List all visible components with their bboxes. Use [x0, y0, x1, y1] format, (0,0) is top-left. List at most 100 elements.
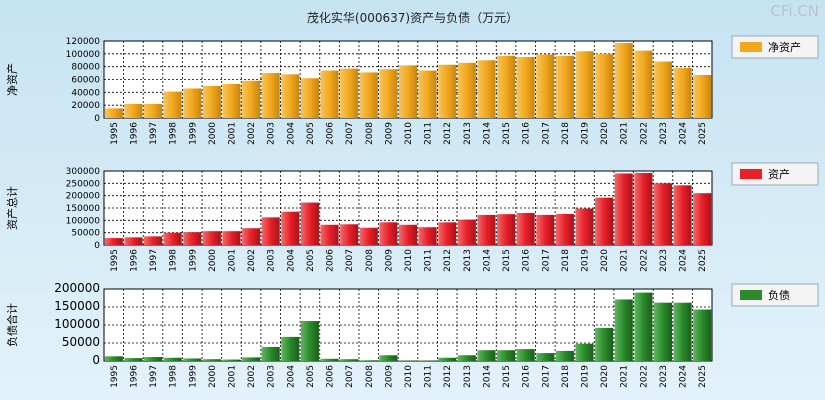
x-tick-label: 1999 [188, 365, 198, 388]
x-tick-label: 2021 [620, 122, 630, 145]
bar-2017 [536, 353, 555, 361]
x-tick-label: 2022 [639, 365, 649, 388]
y-axis-label: 净资产 [5, 63, 19, 96]
x-tick-label: 2011 [424, 365, 434, 388]
bar-2014 [477, 214, 496, 245]
x-tick-label: 2009 [384, 122, 394, 145]
bar-2022 [634, 292, 653, 361]
legend-label: 净资产 [768, 40, 801, 54]
bar-2024 [673, 302, 692, 361]
x-tick-label: 2005 [306, 365, 316, 388]
y-tick-label: 100000 [66, 216, 101, 226]
legend-swatch [740, 290, 762, 300]
y-tick-label: 300000 [66, 167, 101, 177]
x-tick-label: 2022 [639, 122, 649, 145]
bar-1996 [124, 103, 143, 118]
x-tick-label: 2000 [208, 249, 218, 272]
x-tick-label: 2013 [463, 365, 473, 388]
x-tick-label: 2006 [326, 122, 336, 145]
bar-2013 [457, 62, 476, 118]
bar-2020 [595, 53, 614, 119]
x-tick-label: 2011 [424, 122, 434, 145]
bar-2005 [300, 202, 319, 245]
x-tick-label: 1995 [110, 249, 120, 272]
x-tick-label: 2010 [404, 122, 414, 145]
bar-1995 [104, 356, 123, 361]
y-tick-label: 0 [94, 241, 100, 251]
x-tick-label: 1995 [110, 365, 120, 388]
bar-2007 [340, 68, 359, 118]
bar-2010 [398, 224, 418, 245]
y-tick-label: 150000 [66, 204, 101, 214]
legend-swatch [740, 169, 762, 179]
bar-2017 [536, 54, 555, 118]
bar-2021 [614, 173, 633, 245]
x-tick-label: 2004 [286, 249, 296, 272]
bar-2001 [222, 231, 241, 245]
x-tick-label: 2024 [679, 122, 689, 145]
x-tick-label: 2012 [443, 122, 453, 145]
x-tick-label: 2019 [581, 122, 591, 145]
bar-2023 [653, 61, 672, 118]
x-tick-label: 2020 [600, 249, 610, 272]
bar-1998 [163, 357, 182, 361]
bar-2023 [653, 183, 672, 245]
x-tick-label: 2018 [561, 122, 571, 145]
x-tick-label: 2008 [365, 122, 375, 145]
bar-2015 [497, 350, 516, 361]
x-tick-label: 2012 [443, 365, 453, 388]
bar-2020 [595, 197, 614, 245]
x-tick-label: 2024 [679, 365, 689, 388]
y-axis-label: 资产总计 [5, 186, 19, 230]
bar-1998 [163, 232, 182, 245]
bar-1998 [163, 91, 182, 118]
x-tick-label: 2012 [443, 249, 453, 272]
bar-1995 [104, 108, 123, 118]
x-tick-label: 2019 [581, 249, 591, 272]
x-tick-label: 1996 [129, 365, 139, 388]
x-tick-label: 2015 [502, 122, 512, 145]
y-tick-label: 200000 [54, 281, 100, 295]
x-tick-label: 2020 [600, 365, 610, 388]
x-tick-label: 2023 [659, 365, 669, 388]
bar-2008 [359, 360, 378, 361]
legend-box [731, 162, 819, 186]
bar-2012 [438, 222, 457, 245]
legend-swatch [740, 42, 762, 52]
bar-1999 [183, 88, 202, 118]
bar-1997 [144, 357, 163, 361]
x-tick-label: 2015 [502, 249, 512, 272]
bar-2012 [438, 64, 457, 118]
x-tick-label: 2001 [227, 122, 237, 145]
bar-2025 [693, 193, 712, 245]
y-tick-label: 50000 [71, 229, 100, 239]
x-tick-label: 2005 [306, 122, 316, 145]
bar-1999 [183, 358, 202, 361]
x-tick-label: 2010 [404, 365, 414, 388]
bar-2009 [379, 355, 398, 361]
x-tick-label: 2001 [227, 365, 237, 388]
x-tick-label: 1995 [110, 122, 120, 145]
bar-2022 [634, 50, 653, 118]
bar-2019 [575, 51, 594, 119]
bar-2023 [653, 302, 672, 361]
x-tick-label: 2002 [247, 122, 257, 145]
bar-1999 [183, 232, 202, 245]
x-tick-label: 2016 [522, 249, 532, 272]
x-tick-label: 2001 [227, 249, 237, 272]
y-tick-label: 200000 [66, 192, 101, 202]
y-tick-label: 0 [92, 353, 100, 367]
bar-2006 [320, 224, 339, 245]
x-tick-label: 2007 [345, 249, 355, 272]
watermark-logo: CFi.CN [770, 2, 819, 20]
x-tick-label: 2018 [561, 365, 571, 388]
bar-2013 [457, 219, 476, 245]
y-tick-label: 100000 [66, 50, 101, 60]
bar-2014 [477, 60, 496, 118]
x-tick-label: 2020 [600, 122, 610, 145]
x-tick-label: 2025 [698, 249, 708, 272]
bar-2003 [261, 346, 280, 361]
bar-2006 [320, 70, 339, 118]
bar-2018 [555, 55, 574, 118]
